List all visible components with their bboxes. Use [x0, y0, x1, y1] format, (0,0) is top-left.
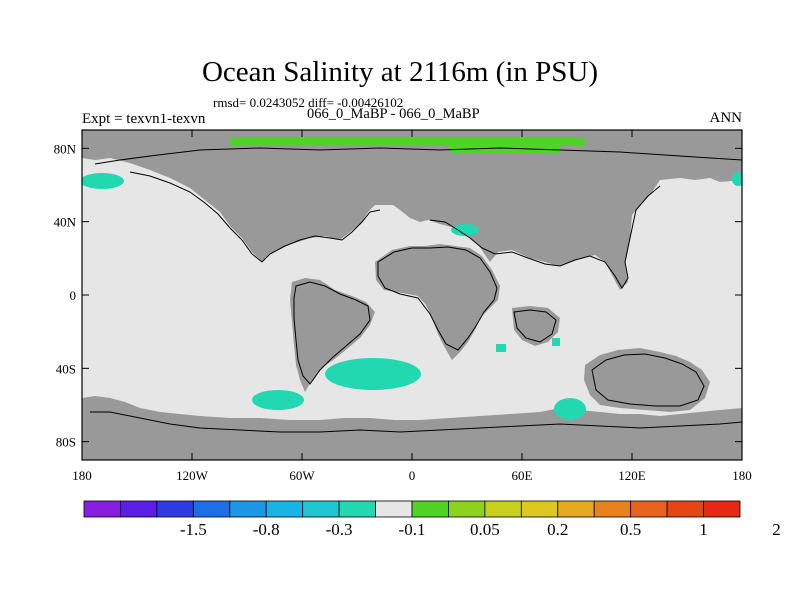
- anomaly-india-spot: [552, 338, 560, 346]
- anomaly-indian-ocean: [554, 398, 586, 420]
- colorbar-swatch: [703, 500, 741, 518]
- anomaly-patches: [82, 138, 742, 420]
- season-label: ANN: [709, 110, 743, 126]
- colorbar-label: 0.5: [620, 520, 641, 539]
- x-tick-label: 120E: [618, 468, 646, 483]
- colorbar-swatch: [593, 500, 632, 518]
- colorbar-swatch: [630, 500, 668, 518]
- y-tick-label: 0: [70, 288, 77, 303]
- land-northern-band: [82, 130, 742, 290]
- colorbar-swatch: [229, 500, 267, 518]
- land-greenland: [410, 178, 450, 220]
- colorbar-label: 0.2: [547, 520, 568, 539]
- coast-south-america: [293, 281, 371, 385]
- y-tick-label: 80N: [54, 141, 77, 156]
- anomaly-australia-spot: [496, 344, 506, 352]
- coast-australia: [591, 353, 705, 407]
- stats-line: rmsd= 0.0243052 diff= -0.00426102: [213, 95, 404, 110]
- coast-eurasia: [429, 185, 661, 289]
- x-tick-label: 180: [732, 468, 752, 483]
- colorbar-swatch: [120, 500, 158, 518]
- x-tick-label: 60E: [512, 468, 533, 483]
- colorbar-swatch: [666, 500, 704, 518]
- colorbar-swatch: [192, 500, 231, 518]
- x-tick-label: 0: [409, 468, 416, 483]
- land-australia: [584, 348, 710, 412]
- anomaly-arctic-2: [450, 144, 560, 154]
- anomaly-east-north-atlantic: [732, 172, 742, 186]
- anomaly-west-north-atlantic: [82, 173, 124, 189]
- coast-india: [513, 309, 557, 343]
- coast-north-america: [129, 171, 381, 263]
- y-axis: 80N 40N 0 40S 80S: [54, 141, 742, 450]
- colorbar-label: 0.05: [470, 520, 500, 539]
- coast-arctic: [94, 147, 742, 165]
- colorbar-swatch: [156, 500, 194, 518]
- colorbar-swatch: [83, 500, 121, 518]
- coast-africa: [377, 246, 498, 351]
- colorbar-swatch: [375, 500, 413, 518]
- map-plot-area: [82, 130, 742, 460]
- x-tick-label: 180: [72, 468, 92, 483]
- coastlines: [90, 147, 742, 433]
- y-tick-label: 40S: [56, 361, 76, 376]
- colorbar-label: 2: [772, 520, 781, 539]
- x-tick-label: 120W: [176, 468, 209, 483]
- experiment-label: Expt = texvn1-texvn: [82, 111, 206, 127]
- colorbar-label: -0.3: [326, 520, 353, 539]
- anomaly-south-atlantic: [325, 358, 421, 390]
- y-tick-label: 80S: [56, 435, 76, 450]
- colorbar-label: 1: [699, 520, 708, 539]
- x-axis: 180 120W 60W 0 60E 120E 180: [72, 130, 752, 483]
- land-south-america: [290, 278, 375, 392]
- land-africa: [375, 244, 500, 360]
- colorbar-swatch: [557, 500, 595, 518]
- colorbar-swatch: [302, 500, 340, 518]
- colorbar-swatch: [265, 500, 304, 518]
- x-tick-label: 60W: [289, 468, 315, 483]
- colorbar-swatch: [411, 500, 449, 518]
- colorbar-label: -0.1: [399, 520, 426, 539]
- colorbar-label: -1.5: [180, 520, 207, 539]
- map-title: Ocean Salinity at 2116m (in PSU): [201, 56, 599, 88]
- colorbar: -1.5 -0.8 -0.3 -0.1 0.05 0.2 0.5 1 2: [83, 500, 781, 539]
- colorbar-swatch: [484, 500, 522, 518]
- anomaly-south-pacific: [252, 390, 304, 410]
- colorbar-swatch: [448, 500, 486, 518]
- y-tick-label: 40N: [54, 215, 77, 230]
- coast-antarctica: [90, 411, 742, 433]
- anomaly-north-africa: [451, 224, 479, 236]
- colorbar-swatch: [520, 500, 559, 518]
- colorbar-swatch: [338, 500, 376, 518]
- cases-label: 066_0_MaBP - 066_0_MaBP: [307, 106, 480, 122]
- colorbar-label: -0.8: [253, 520, 280, 539]
